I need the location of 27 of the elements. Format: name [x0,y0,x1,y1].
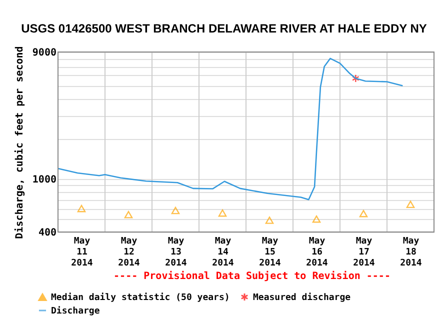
line-series [57,58,404,200]
y-tick-label: 400 [38,228,56,238]
point [312,215,321,223]
point [359,210,368,218]
chart-title: USGS 01426500 WEST BRANCH DELAWARE RIVER AT HALE EDDY NY [21,22,427,36]
x-tick-label: May 17 2014 [353,236,376,268]
x-tick-label: May 12 2014 [118,236,140,268]
point [218,209,227,217]
point [171,206,180,214]
point [352,74,360,83]
y-axis-title: Discharge, cubic feet per second [13,46,26,239]
x-tick-label: May 18 2014 [400,236,422,268]
legend-label: Measured discharge [253,292,352,303]
point [406,200,415,208]
x-tick-label: May 11 2014 [71,236,94,268]
x-tick-label: May 16 2014 [306,236,328,268]
x-tick-label: May 14 2014 [212,236,234,268]
legend-label: Discharge [51,306,100,316]
point [77,204,86,212]
x-tick-label: May 15 2014 [259,236,282,268]
y-tick-label: 1000 [32,174,56,186]
y-tick-label: 9000 [32,48,56,58]
point [124,210,133,218]
x-tick-label: May 13 2014 [165,236,188,268]
text: ---- Provisional Data Subject to Revision ---- [114,270,390,282]
point [265,216,274,224]
legend-label: Median daily statistic (50 years) [51,292,230,304]
